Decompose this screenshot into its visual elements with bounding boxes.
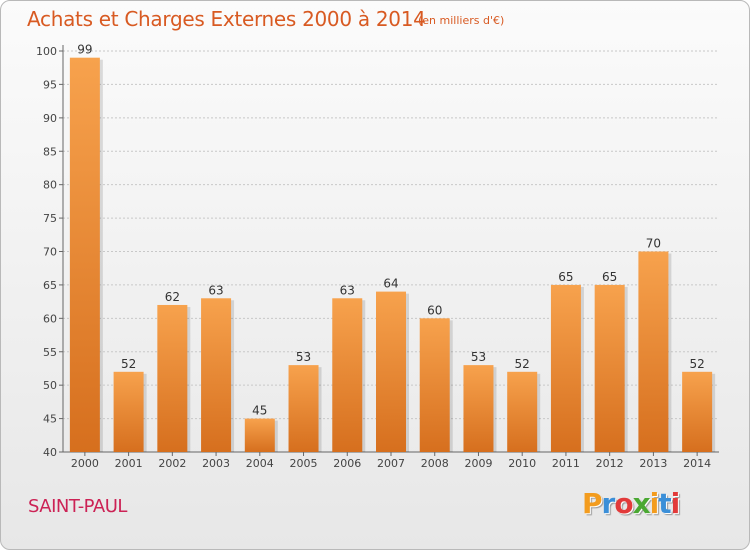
data-label-2011: 65	[558, 270, 573, 284]
y-tick-label: 50	[43, 379, 57, 392]
logo-letter: P	[582, 487, 603, 520]
bar-2014	[682, 371, 713, 452]
x-tick-label: 2013	[639, 457, 667, 470]
logo-letter: r	[601, 487, 616, 520]
city-name: SAINT-PAUL	[28, 496, 127, 517]
bar-2012	[594, 284, 625, 452]
y-tick-label: 80	[43, 179, 57, 192]
logo-letter: o	[614, 487, 633, 520]
data-label-2000: 99	[77, 43, 92, 57]
x-tick-label: 2003	[202, 457, 230, 470]
y-tick-labels: 40 45 50 55 60 65 70 75 80 85 90 95 100	[36, 45, 57, 459]
y-tick-label: 70	[43, 246, 57, 259]
data-label-2007: 64	[383, 277, 398, 291]
data-label-2010: 52	[515, 357, 530, 371]
data-label-2012: 65	[602, 270, 617, 284]
bar-2004	[244, 418, 275, 452]
bar-2009	[463, 365, 494, 452]
x-tick-label: 2005	[290, 457, 318, 470]
bars	[69, 57, 716, 452]
y-tick-label: 90	[43, 112, 57, 125]
x-tick-labels: 2000 2001 2002 2003 2004 2005 2006 2007 2008 2009…	[71, 457, 711, 470]
logo-letter: t	[658, 487, 671, 520]
y-tick-label: 95	[43, 78, 57, 91]
data-label-2008: 60	[427, 303, 442, 317]
bar-2002	[157, 304, 188, 452]
bar-2000	[69, 57, 100, 452]
chart-subtitle: (en milliers d'€)	[418, 14, 505, 27]
data-labels: 99 52 62 63 45 53 63 64 60 53 52 65 65 70 52	[77, 43, 705, 418]
data-label-2005: 53	[296, 350, 311, 364]
y-tick-label: 85	[43, 145, 57, 158]
logo-letter: i	[649, 487, 660, 520]
x-tick-label: 2008	[421, 457, 449, 470]
x-tick-label: 2006	[333, 457, 361, 470]
x-tick-label: 2012	[596, 457, 624, 470]
x-tick-label: 2004	[246, 457, 274, 470]
data-label-2003: 63	[208, 283, 223, 297]
data-label-2004: 45	[252, 404, 267, 418]
x-tick-label: 2007	[377, 457, 405, 470]
y-tick-label: 75	[43, 212, 57, 225]
x-tick-label: 2010	[508, 457, 536, 470]
chart-title: Achats et Charges Externes 2000 à 2014	[27, 7, 426, 31]
bar-2003	[201, 298, 232, 452]
bar-2007	[376, 291, 406, 452]
x-tick-label: 2002	[158, 457, 186, 470]
bar-2013	[638, 251, 669, 452]
data-label-2001: 52	[121, 357, 136, 371]
bar-2006	[332, 298, 363, 452]
x-tick-label: 2001	[115, 457, 143, 470]
x-tick-label: 2011	[552, 457, 580, 470]
bar-2010	[507, 371, 538, 452]
logo-letter: i	[670, 487, 681, 520]
y-tick-label: 60	[43, 312, 57, 325]
data-label-2006: 63	[340, 283, 355, 297]
y-tick-label: 65	[43, 279, 57, 292]
data-label-2013: 70	[646, 237, 661, 251]
y-tick-label: 100	[36, 45, 57, 58]
data-label-2002: 62	[165, 290, 180, 304]
x-tick-label: 2000	[71, 457, 99, 470]
y-tick-label: 45	[43, 413, 57, 426]
x-tick-label: 2009	[464, 457, 492, 470]
logo-letter: x	[632, 487, 651, 520]
data-label-2014: 52	[689, 357, 704, 371]
bar-2008	[419, 318, 450, 452]
bar-2011	[550, 284, 581, 452]
bar-2001	[113, 371, 144, 452]
proxiti-logo: Proxiti	[582, 487, 681, 520]
y-tick-label: 55	[43, 346, 57, 359]
y-tick-label: 40	[43, 446, 57, 459]
bar-2005	[288, 365, 319, 452]
data-label-2009: 53	[471, 350, 486, 364]
x-tick-label: 2014	[683, 457, 711, 470]
